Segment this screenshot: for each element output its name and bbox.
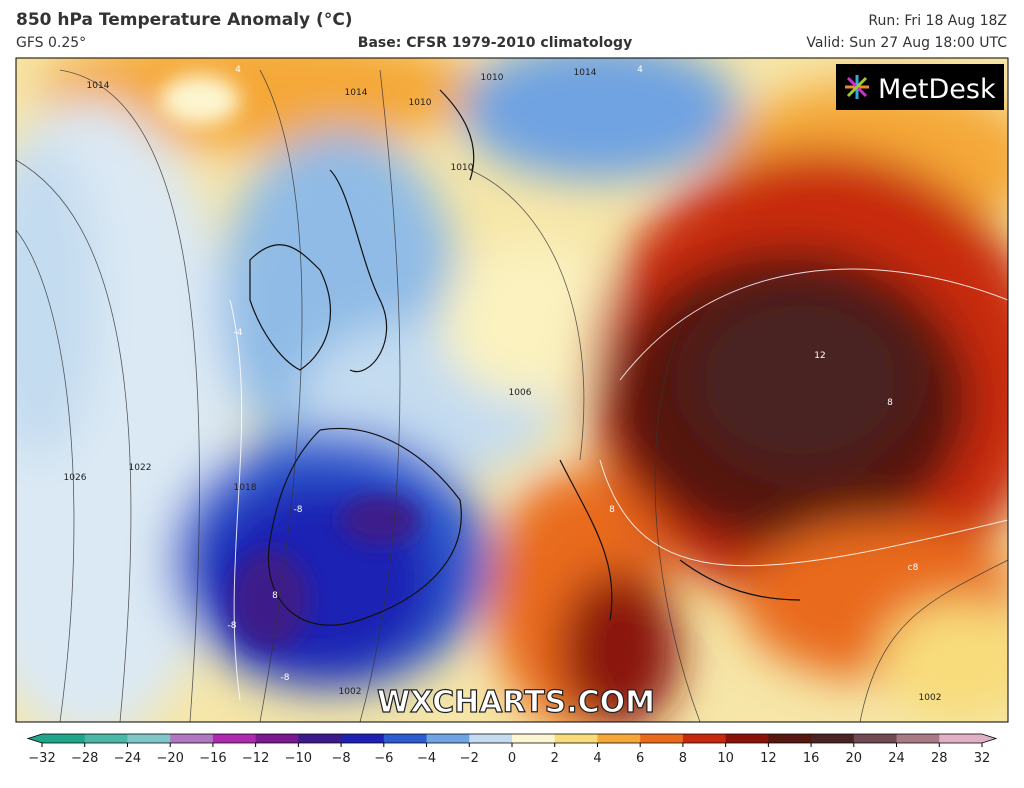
map: 1014 1014 1010 1010 1010 1014 1022 1026 1018 1006…: [16, 58, 1008, 722]
contour-label: c8: [908, 563, 919, 573]
logo-text: MetDesk: [878, 74, 996, 105]
colorbar-segment: [127, 734, 171, 743]
contour-label: 1002: [339, 687, 362, 697]
colorbar-tick-label: 32: [974, 751, 991, 766]
colorbar-segment: [768, 734, 812, 743]
contour-label: 4: [637, 65, 643, 75]
title: 850 hPa Temperature Anomaly (°C): [16, 10, 353, 30]
colorbar-tick-label: −10: [285, 751, 312, 766]
colorbar-segment: [682, 734, 727, 743]
colorbar-tick-label: 6: [636, 751, 644, 766]
colorbar-segment: [42, 734, 86, 743]
colorbar-segment: [383, 734, 428, 743]
colorbar-segment: [512, 734, 556, 743]
contour-label: -8: [294, 505, 303, 515]
colorbar-tick-label: −4: [417, 751, 436, 766]
base: Base: CFSR 1979-2010 climatology: [358, 35, 632, 51]
colorbar-tick-label: −28: [71, 751, 98, 766]
colorbar-segment: [554, 734, 598, 743]
contour-label: 1002: [919, 693, 942, 703]
colorbar-tick-label: 20: [846, 751, 863, 766]
colorbar-segment: [426, 734, 470, 743]
contour-label: 1014: [87, 81, 110, 91]
colorbar-tick-label: −6: [374, 751, 393, 766]
contour-label: -8: [228, 621, 237, 631]
logo-icon: [845, 75, 869, 99]
colorbar-tick-label: −2: [460, 751, 479, 766]
colorbar-segment: [896, 734, 940, 743]
colorbar: −32 −28 −24 −20 −16 −12 −10 −8 −6 −4 −2 0 2 4 6 8 10 12 16…: [26, 733, 998, 766]
colorbar-segment: [853, 734, 898, 743]
colorbar-segment: [255, 734, 299, 743]
colorbar-tick-label: −12: [242, 751, 269, 766]
colorbar-tick-label: −8: [332, 751, 351, 766]
contour-label: 1006: [509, 388, 532, 398]
contour-label: 1022: [129, 463, 152, 473]
colorbar-segment: [640, 734, 684, 743]
colorbar-segment: [811, 734, 855, 743]
colorbar-segment: [469, 734, 513, 743]
colorbar-tick-label: −24: [114, 751, 141, 766]
colorbar-tick-label: −32: [28, 751, 55, 766]
watermark: WXCHARTS.COM: [377, 685, 655, 720]
contour-label: 4: [235, 65, 241, 75]
colorbar-tick-label: 4: [593, 751, 601, 766]
contour-label: 1010: [481, 73, 504, 83]
contour-label: 8: [272, 591, 278, 601]
contour-label: -8: [281, 673, 290, 683]
contour-label: -4: [234, 328, 243, 338]
contour-label: 1014: [345, 88, 368, 98]
contour-label: 1018: [234, 483, 257, 493]
colorbar-tick-label: 2: [551, 751, 559, 766]
colorbar-tick-label: 24: [888, 751, 905, 766]
colorbar-segment: [939, 734, 983, 743]
run: Run: Fri 18 Aug 18Z: [868, 13, 1007, 29]
colorbar-end: [982, 734, 996, 743]
colorbar-tick-label: 12: [760, 751, 777, 766]
contour-label: 12: [814, 351, 825, 361]
colorbar-segment: [725, 734, 769, 743]
colorbar-segment: [170, 734, 214, 743]
valid: Valid: Sun 27 Aug 18:00 UTC: [806, 35, 1007, 51]
colorbar-tick-label: 8: [679, 751, 687, 766]
colorbar-segment: [341, 734, 385, 743]
contour-label: 8: [609, 505, 615, 515]
colorbar-tick-label: 16: [803, 751, 820, 766]
colorbar-segment: [597, 734, 641, 743]
contour-label: 1014: [574, 68, 597, 78]
map-border: [15, 57, 1009, 723]
colorbar-segment: [212, 734, 257, 743]
contour-label: 1010: [451, 163, 474, 173]
colorbar-tick-label: 10: [717, 751, 734, 766]
colorbar-tick-label: 0: [508, 751, 516, 766]
contour-label: 8: [887, 398, 893, 408]
contour-label: 1026: [64, 473, 87, 483]
contour-label: 1010: [409, 98, 432, 108]
colorbar-segment: [298, 734, 342, 743]
colorbar-end: [28, 734, 42, 743]
colorbar-tick-label: −16: [199, 751, 226, 766]
colorbar-tick-label: 28: [931, 751, 948, 766]
colorbar-segment: [84, 734, 128, 743]
colorbar-tick-label: −20: [156, 751, 183, 766]
model: GFS 0.25°: [16, 35, 86, 51]
